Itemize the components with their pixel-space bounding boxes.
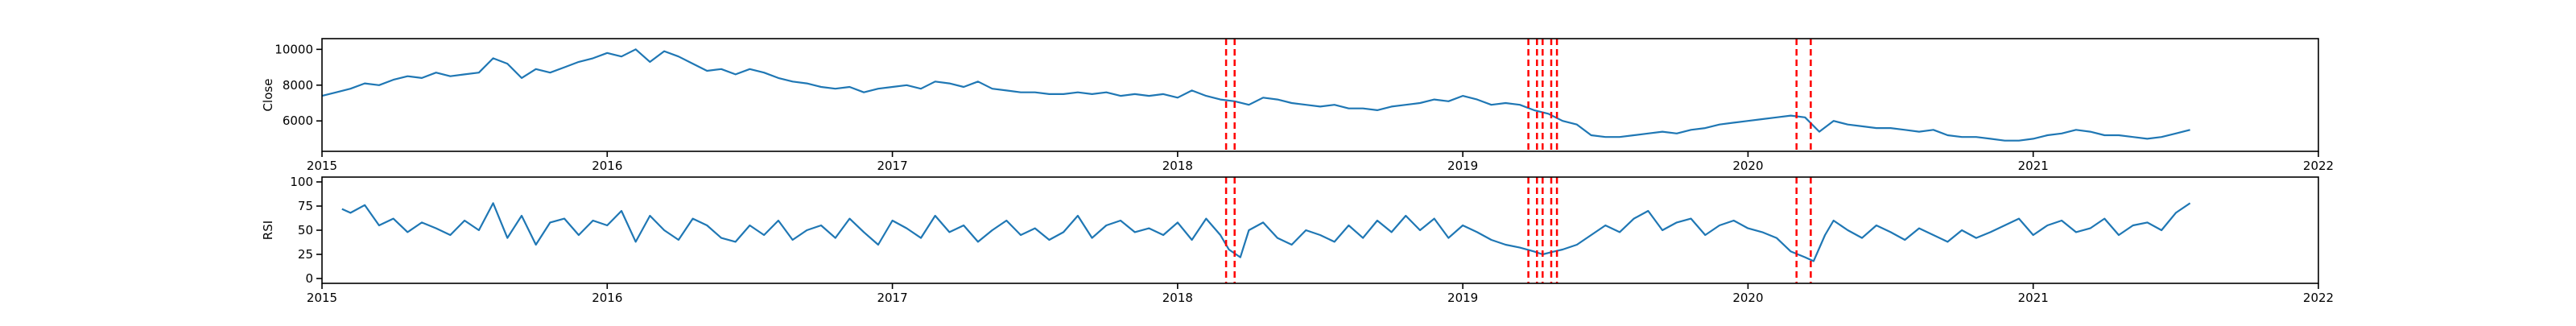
close-x-tick-label: 2015 bbox=[307, 159, 337, 173]
rsi-x-tick-label: 2016 bbox=[592, 291, 622, 305]
rsi-y-tick-label: 50 bbox=[298, 223, 313, 237]
rsi-x-tick-label: 2020 bbox=[1732, 291, 1763, 305]
close-axes-frame bbox=[321, 38, 2319, 152]
rsi-y-tick-label: 25 bbox=[298, 247, 313, 262]
rsi-x-tick-label: 2019 bbox=[1447, 291, 1478, 305]
close-x-tick-label: 2018 bbox=[1162, 159, 1193, 173]
close-x-tick-label: 2020 bbox=[1732, 159, 1763, 173]
close-y-tick-label: 10000 bbox=[275, 42, 313, 56]
close-panel: 2015 2016 2017 2018 2019 2020 2021 2022 6000 8000… bbox=[261, 38, 2334, 173]
rsi-panel: 2015 2016 2017 2018 2019 2020 2021 2022 0 25 50 75 1… bbox=[261, 175, 2334, 305]
rsi-x-tick-label: 2017 bbox=[877, 291, 907, 305]
close-y-tick-label: 8000 bbox=[283, 78, 313, 93]
close-series-line bbox=[321, 48, 2190, 142]
close-x-tick-label: 2019 bbox=[1447, 159, 1478, 173]
rsi-x-tick-label: 2022 bbox=[2303, 291, 2334, 305]
close-x-tick-label: 2017 bbox=[877, 159, 907, 173]
rsi-y-tick-label: 100 bbox=[290, 175, 313, 189]
close-x-tick-label: 2016 bbox=[592, 159, 622, 173]
close-y-tick-label: 6000 bbox=[283, 113, 313, 128]
close-x-tick-label: 2021 bbox=[2018, 159, 2049, 173]
rsi-series-line bbox=[341, 202, 2191, 262]
rsi-y-axis-label: RSI bbox=[261, 221, 275, 240]
rsi-y-tick-label: 75 bbox=[298, 199, 313, 213]
close-x-tick-label: 2022 bbox=[2303, 159, 2334, 173]
rsi-axes-frame bbox=[321, 176, 2319, 284]
rsi-x-tick-label: 2015 bbox=[307, 291, 337, 305]
rsi-x-tick-label: 2021 bbox=[2018, 291, 2049, 305]
close-y-axis-label: Close bbox=[261, 79, 275, 112]
rsi-y-tick-label: 0 bbox=[305, 271, 313, 286]
rsi-x-tick-label: 2018 bbox=[1162, 291, 1193, 305]
